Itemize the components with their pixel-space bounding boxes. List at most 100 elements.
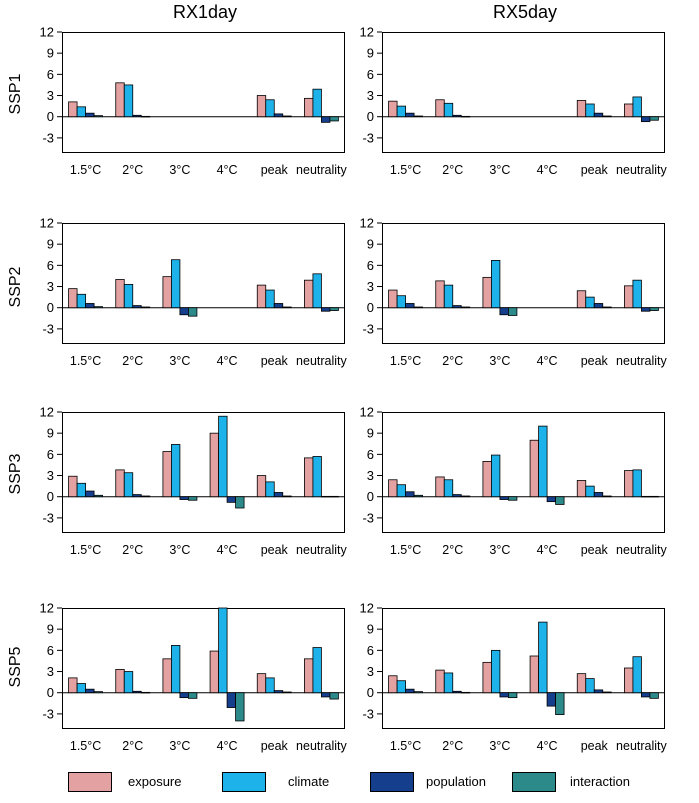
- bar-ssp3-rx5day-3C-population: [499, 496, 509, 500]
- bar-ssp3-rx5day-peak-interaction: [602, 495, 612, 498]
- bar-ssp1-rx1day-15C-interaction: [93, 115, 103, 118]
- xtick-label-ssp3-rx1day-4: peak: [261, 543, 289, 557]
- bar-ssp1-rx5day-peak-population: [593, 112, 604, 118]
- xtick-label-ssp5-rx5day-4: peak: [581, 739, 609, 753]
- bar-ssp2-rx1day-neutrality-exposure: [304, 279, 314, 309]
- bar-ssp1-rx1day-15C-exposure: [68, 101, 78, 118]
- xtick-label-ssp1-rx5day-5: neutrality: [616, 163, 667, 177]
- bar-ssp1-rx1day-2C-population: [132, 114, 142, 118]
- bar-ssp2-rx1day-2C-climate: [123, 284, 134, 309]
- bar-ssp3-rx5day-3C-interaction: [508, 496, 518, 501]
- legend-swatch-population: [370, 772, 414, 792]
- bar-ssp5-rx5day-15C-population: [405, 688, 415, 694]
- ytick-label-ssp1-rx5day-0: 12: [360, 25, 374, 40]
- panel-ssp2-rx1day: 12 9 6 3 0 -3 1.5°C 2°C 3°C 4°C peak neutrality: [40, 216, 348, 369]
- bar-ssp5-rx1day-peak-population: [273, 690, 284, 694]
- panel-ssp1-rx5day: 12 9 6 3 0 -3 1.5°C 2°C 3°C 4°C peak neutrality: [360, 25, 668, 178]
- bar-ssp5-rx1day-3C-climate: [171, 645, 181, 694]
- frame-ssp3-rx5day: [382, 412, 665, 533]
- xtick-label-ssp2-rx5day-2: 3°C: [489, 354, 510, 368]
- bar-ssp1-rx1day-2C-interaction: [140, 115, 151, 118]
- bar-ssp5-rx1day-3C-exposure: [162, 658, 172, 694]
- bar-ssp5-rx5day-2C-interaction: [460, 691, 471, 694]
- bar-ssp2-rx5day-peak-exposure: [576, 290, 587, 309]
- bar-ssp5-rx5day-neutrality-exposure: [624, 667, 634, 694]
- bar-ssp5-rx1day-4C-exposure: [209, 650, 219, 694]
- bar-ssp3-rx5day-15C-population: [405, 491, 415, 498]
- ytick-label-ssp3-rx1day-4: 0: [47, 489, 54, 504]
- xtick-label-ssp1-rx1day-3: 4°C: [217, 163, 238, 177]
- xtick-label-ssp1-rx1day-4: peak: [261, 163, 289, 177]
- bar-ssp2-rx1day-3C-climate: [171, 259, 181, 309]
- bar-ssp1-rx1day-neutrality-population: [321, 116, 331, 123]
- legend-label-exposure: exposure: [128, 774, 182, 789]
- ytick-label-ssp3-rx1day-3: 3: [47, 468, 54, 483]
- bar-ssp5-rx5day-2C-population: [452, 690, 462, 694]
- bar-ssp2-rx1day-peak-interaction: [282, 306, 292, 309]
- bar-ssp3-rx5day-2C-exposure: [435, 476, 445, 498]
- xtick-label-ssp1-rx1day-0: 1.5°C: [70, 163, 101, 177]
- bar-ssp5-rx1day-2C-population: [132, 690, 142, 694]
- xtick-label-ssp2-rx1day-0: 1.5°C: [70, 354, 101, 368]
- bar-ssp3-rx1day-15C-population: [85, 490, 95, 498]
- bar-ssp3-rx1day-2C-exposure: [115, 469, 125, 498]
- ytick-label-ssp5-rx1day-0: 12: [40, 601, 54, 616]
- xtick-label-ssp3-rx5day-2: 3°C: [489, 543, 510, 557]
- bar-ssp3-rx1day-neutrality-interaction: [329, 495, 339, 498]
- xtick-label-ssp5-rx1day-4: peak: [261, 739, 289, 753]
- bar-ssp1-rx5day-15C-climate: [396, 105, 406, 118]
- ytick-label-ssp5-rx5day-4: 0: [367, 685, 374, 700]
- row-label-ssp1: SSP1: [7, 73, 24, 115]
- xtick-label-ssp5-rx1day-2: 3°C: [169, 739, 190, 753]
- bar-ssp3-rx1day-4C-population: [226, 496, 236, 503]
- bar-ssp1-rx1day-neutrality-interaction: [329, 116, 339, 122]
- xtick-label-ssp2-rx1day-4: peak: [261, 354, 289, 368]
- bar-ssp1-rx5day-15C-interaction: [413, 115, 423, 118]
- bar-ssp5-rx1day-15C-exposure: [68, 677, 78, 694]
- bar-ssp5-rx5day-4C-interaction: [555, 692, 565, 715]
- xtick-label-ssp3-rx1day-1: 2°C: [122, 543, 143, 557]
- bar-ssp3-rx1day-neutrality-population: [321, 495, 331, 498]
- xtick-label-ssp3-rx1day-2: 3°C: [169, 543, 190, 557]
- xtick-label-ssp5-rx1day-0: 1.5°C: [70, 739, 101, 753]
- frame-ssp5-rx1day: [62, 608, 345, 729]
- bar-ssp5-rx1day-3C-interaction: [188, 692, 198, 699]
- bar-ssp1-rx5day-peak-exposure: [576, 100, 587, 118]
- ytick-label-ssp1-rx5day-2: 6: [367, 67, 374, 82]
- bar-ssp3-rx5day-neutrality-interaction: [649, 495, 659, 498]
- bar-ssp2-rx1day-peak-climate: [265, 289, 275, 309]
- bar-ssp2-rx5day-peak-interaction: [602, 306, 612, 309]
- ytick-label-ssp1-rx5day-3: 3: [367, 88, 374, 103]
- bar-ssp5-rx1day-4C-interaction: [235, 692, 245, 722]
- bar-ssp3-rx5day-4C-population: [546, 496, 556, 503]
- bar-ssp5-rx5day-peak-climate: [585, 678, 595, 694]
- ytick-label-ssp1-rx1day-0: 12: [40, 25, 54, 40]
- xtick-label-ssp3-rx1day-0: 1.5°C: [70, 543, 101, 557]
- bar-ssp3-rx5day-15C-exposure: [388, 479, 398, 498]
- xtick-label-ssp2-rx5day-0: 1.5°C: [390, 354, 421, 368]
- ytick-label-ssp2-rx1day-0: 12: [40, 216, 54, 231]
- ytick-label-ssp2-rx5day-3: 3: [367, 279, 374, 294]
- ytick-label-ssp2-rx5day-0: 12: [360, 216, 374, 231]
- ytick-label-ssp2-rx5day-1: 9: [367, 237, 374, 252]
- bar-ssp2-rx5day-neutrality-population: [641, 307, 651, 312]
- bar-ssp2-rx5day-neutrality-climate: [632, 279, 642, 309]
- legend-label-population: population: [426, 774, 486, 789]
- bar-ssp2-rx1day-neutrality-population: [321, 307, 331, 312]
- bar-ssp1-rx5day-neutrality-interaction: [649, 116, 659, 121]
- bar-ssp3-rx5day-neutrality-exposure: [624, 470, 634, 498]
- bar-ssp2-rx5day-15C-population: [405, 303, 415, 309]
- xtick-label-ssp5-rx5day-5: neutrality: [616, 739, 667, 753]
- bar-ssp5-rx1day-15C-interaction: [93, 691, 103, 694]
- bar-ssp3-rx1day-3C-exposure: [162, 451, 172, 498]
- bar-ssp2-rx1day-peak-exposure: [256, 284, 267, 309]
- bar-ssp3-rx1day-peak-population: [273, 492, 284, 498]
- bar-ssp5-rx5day-3C-population: [499, 692, 509, 698]
- ytick-label-ssp2-rx1day-1: 9: [47, 237, 54, 252]
- panel-ssp3-rx5day: 12 9 6 3 0 -3 1.5°C 2°C 3°C 4°C peak neutrality: [360, 405, 668, 558]
- bar-ssp1-rx5day-peak-climate: [585, 103, 595, 118]
- ytick-label-ssp5-rx1day-5: -3: [42, 706, 54, 721]
- row-label-ssp3: SSP3: [7, 453, 24, 495]
- bar-ssp5-rx1day-peak-exposure: [256, 673, 267, 694]
- xtick-label-ssp3-rx5day-5: neutrality: [616, 543, 667, 557]
